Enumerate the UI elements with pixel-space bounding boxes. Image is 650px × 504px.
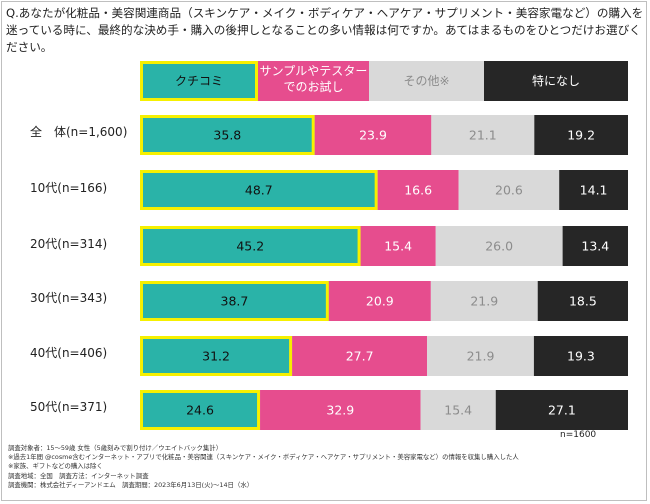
highlight-30s-kuchikomi: [140, 281, 329, 321]
label-30s-kuchikomi: 38.7: [221, 294, 249, 309]
legend-item-none: 特になし: [484, 61, 628, 101]
bar-50s-other: [420, 390, 496, 430]
label-20s-other: 26.0: [485, 239, 513, 254]
row-label-40s: 40代(n=406): [30, 346, 108, 360]
label-30s-none: 18.5: [569, 294, 597, 309]
bar-10s-none: [559, 170, 628, 210]
label-all-other: 21.1: [469, 128, 497, 143]
bar-30s-none: [537, 281, 628, 321]
label-10s-other: 20.6: [495, 183, 523, 198]
bar-20s-sample: [360, 226, 436, 266]
label-50s-sample: 32.9: [326, 403, 354, 418]
bar-30s-other: [430, 281, 538, 321]
row-label-30s: 30代(n=343): [30, 291, 108, 305]
bar-all-other: [431, 115, 535, 155]
note-line: 調査地域：全国 調査方法：インターネット調査: [8, 471, 149, 480]
highlight-10s-kuchikomi: [140, 170, 378, 210]
label-20s-none: 13.4: [581, 239, 609, 254]
legend: クチコミ サンプルやテスター でのお試し その他※ 特になし: [140, 61, 628, 101]
label-50s-other: 15.4: [444, 403, 472, 418]
bar-40s-kuchikomi: [140, 336, 293, 376]
bar-all-kuchikomi: [140, 115, 315, 155]
note-line: ※家族、ギフトなどの購入は除く: [8, 462, 103, 471]
bar-50s-sample: [260, 390, 421, 430]
note-line: ※過去1年間 @cosme含むインターネット・アプリで化粧品・美容関連（スキンケ…: [8, 453, 519, 462]
sample-size: n=1600: [560, 430, 597, 440]
label-20s-kuchikomi: 45.2: [236, 239, 264, 254]
label-10s-none: 14.1: [580, 183, 608, 198]
note-line: 調査対象者：15～59歳 女性（5歳刻みで割り付け／ウエイトバック集計）: [8, 444, 223, 452]
legend-label-none: 特になし: [531, 74, 580, 88]
label-all-kuchikomi: 35.8: [213, 128, 241, 143]
bar-all-sample: [314, 115, 432, 155]
bar-30s-kuchikomi: [140, 281, 329, 321]
label-50s-kuchikomi: 24.6: [186, 403, 214, 418]
legend-label-sample: サンプルやテスター でのお試し: [259, 64, 368, 94]
label-40s-none: 19.3: [567, 349, 595, 364]
bar-50s-none: [495, 390, 628, 430]
label-all-none: 19.2: [567, 128, 595, 143]
bar-10s-other: [458, 170, 560, 210]
label-10s-kuchikomi: 48.7: [245, 183, 273, 198]
bar-20s-none: [562, 226, 628, 266]
legend-label-other: その他※: [403, 74, 450, 88]
label-40s-sample: 27.7: [346, 349, 374, 364]
note-line: 調査機関：株式会社ディーアンドエム 調査期間：2023年6月13日(火)～14日…: [8, 480, 254, 489]
bar-50s-kuchikomi: [140, 390, 261, 430]
row-label-50s: 50代(n=371): [30, 400, 108, 414]
label-30s-other: 21.9: [470, 294, 498, 309]
bar-20s-other: [435, 226, 563, 266]
bar-all-none: [534, 115, 628, 155]
label-30s-sample: 20.9: [366, 294, 394, 309]
legend-item-other: その他※: [369, 61, 484, 101]
row-label-20s: 20代(n=314): [30, 237, 108, 251]
highlight-40s-kuchikomi: [140, 336, 293, 376]
bar-30s-sample: [328, 281, 431, 321]
label-40s-kuchikomi: 31.2: [202, 349, 230, 364]
row-label-all: 全 体(n=1,600): [30, 125, 128, 139]
legend-label-kuchikomi: クチコミ: [174, 74, 223, 88]
bar-10s-kuchikomi: [140, 170, 378, 210]
label-40s-other: 21.9: [467, 349, 495, 364]
legend-item-kuchikomi: クチコミ: [140, 61, 258, 101]
bar-40s-none: [533, 336, 628, 376]
highlight-all-kuchikomi: [140, 115, 315, 155]
bar-20s-kuchikomi: [140, 226, 361, 266]
label-20s-sample: 15.4: [384, 239, 412, 254]
bar-40s-sample: [292, 336, 428, 376]
highlight-20s-kuchikomi: [140, 226, 361, 266]
survey-notes: 調査対象者：15～59歳 女性（5歳刻みで割り付け／ウエイトバック集計） ※過去…: [8, 444, 638, 490]
bar-10s-sample: [377, 170, 459, 210]
row-label-10s: 10代(n=166): [30, 181, 108, 195]
label-all-sample: 23.9: [359, 128, 387, 143]
legend-item-sample: サンプルやテスター でのお試し: [258, 61, 369, 101]
label-10s-sample: 16.6: [404, 183, 432, 198]
label-50s-none: 27.1: [548, 403, 576, 418]
highlight-50s-kuchikomi: [140, 390, 261, 430]
question-text: Q.あなたが化粧品・美容関連商品（スキンケア・メイク・ボディケア・ヘアケア・サプ…: [6, 6, 644, 54]
bar-40s-other: [427, 336, 534, 376]
